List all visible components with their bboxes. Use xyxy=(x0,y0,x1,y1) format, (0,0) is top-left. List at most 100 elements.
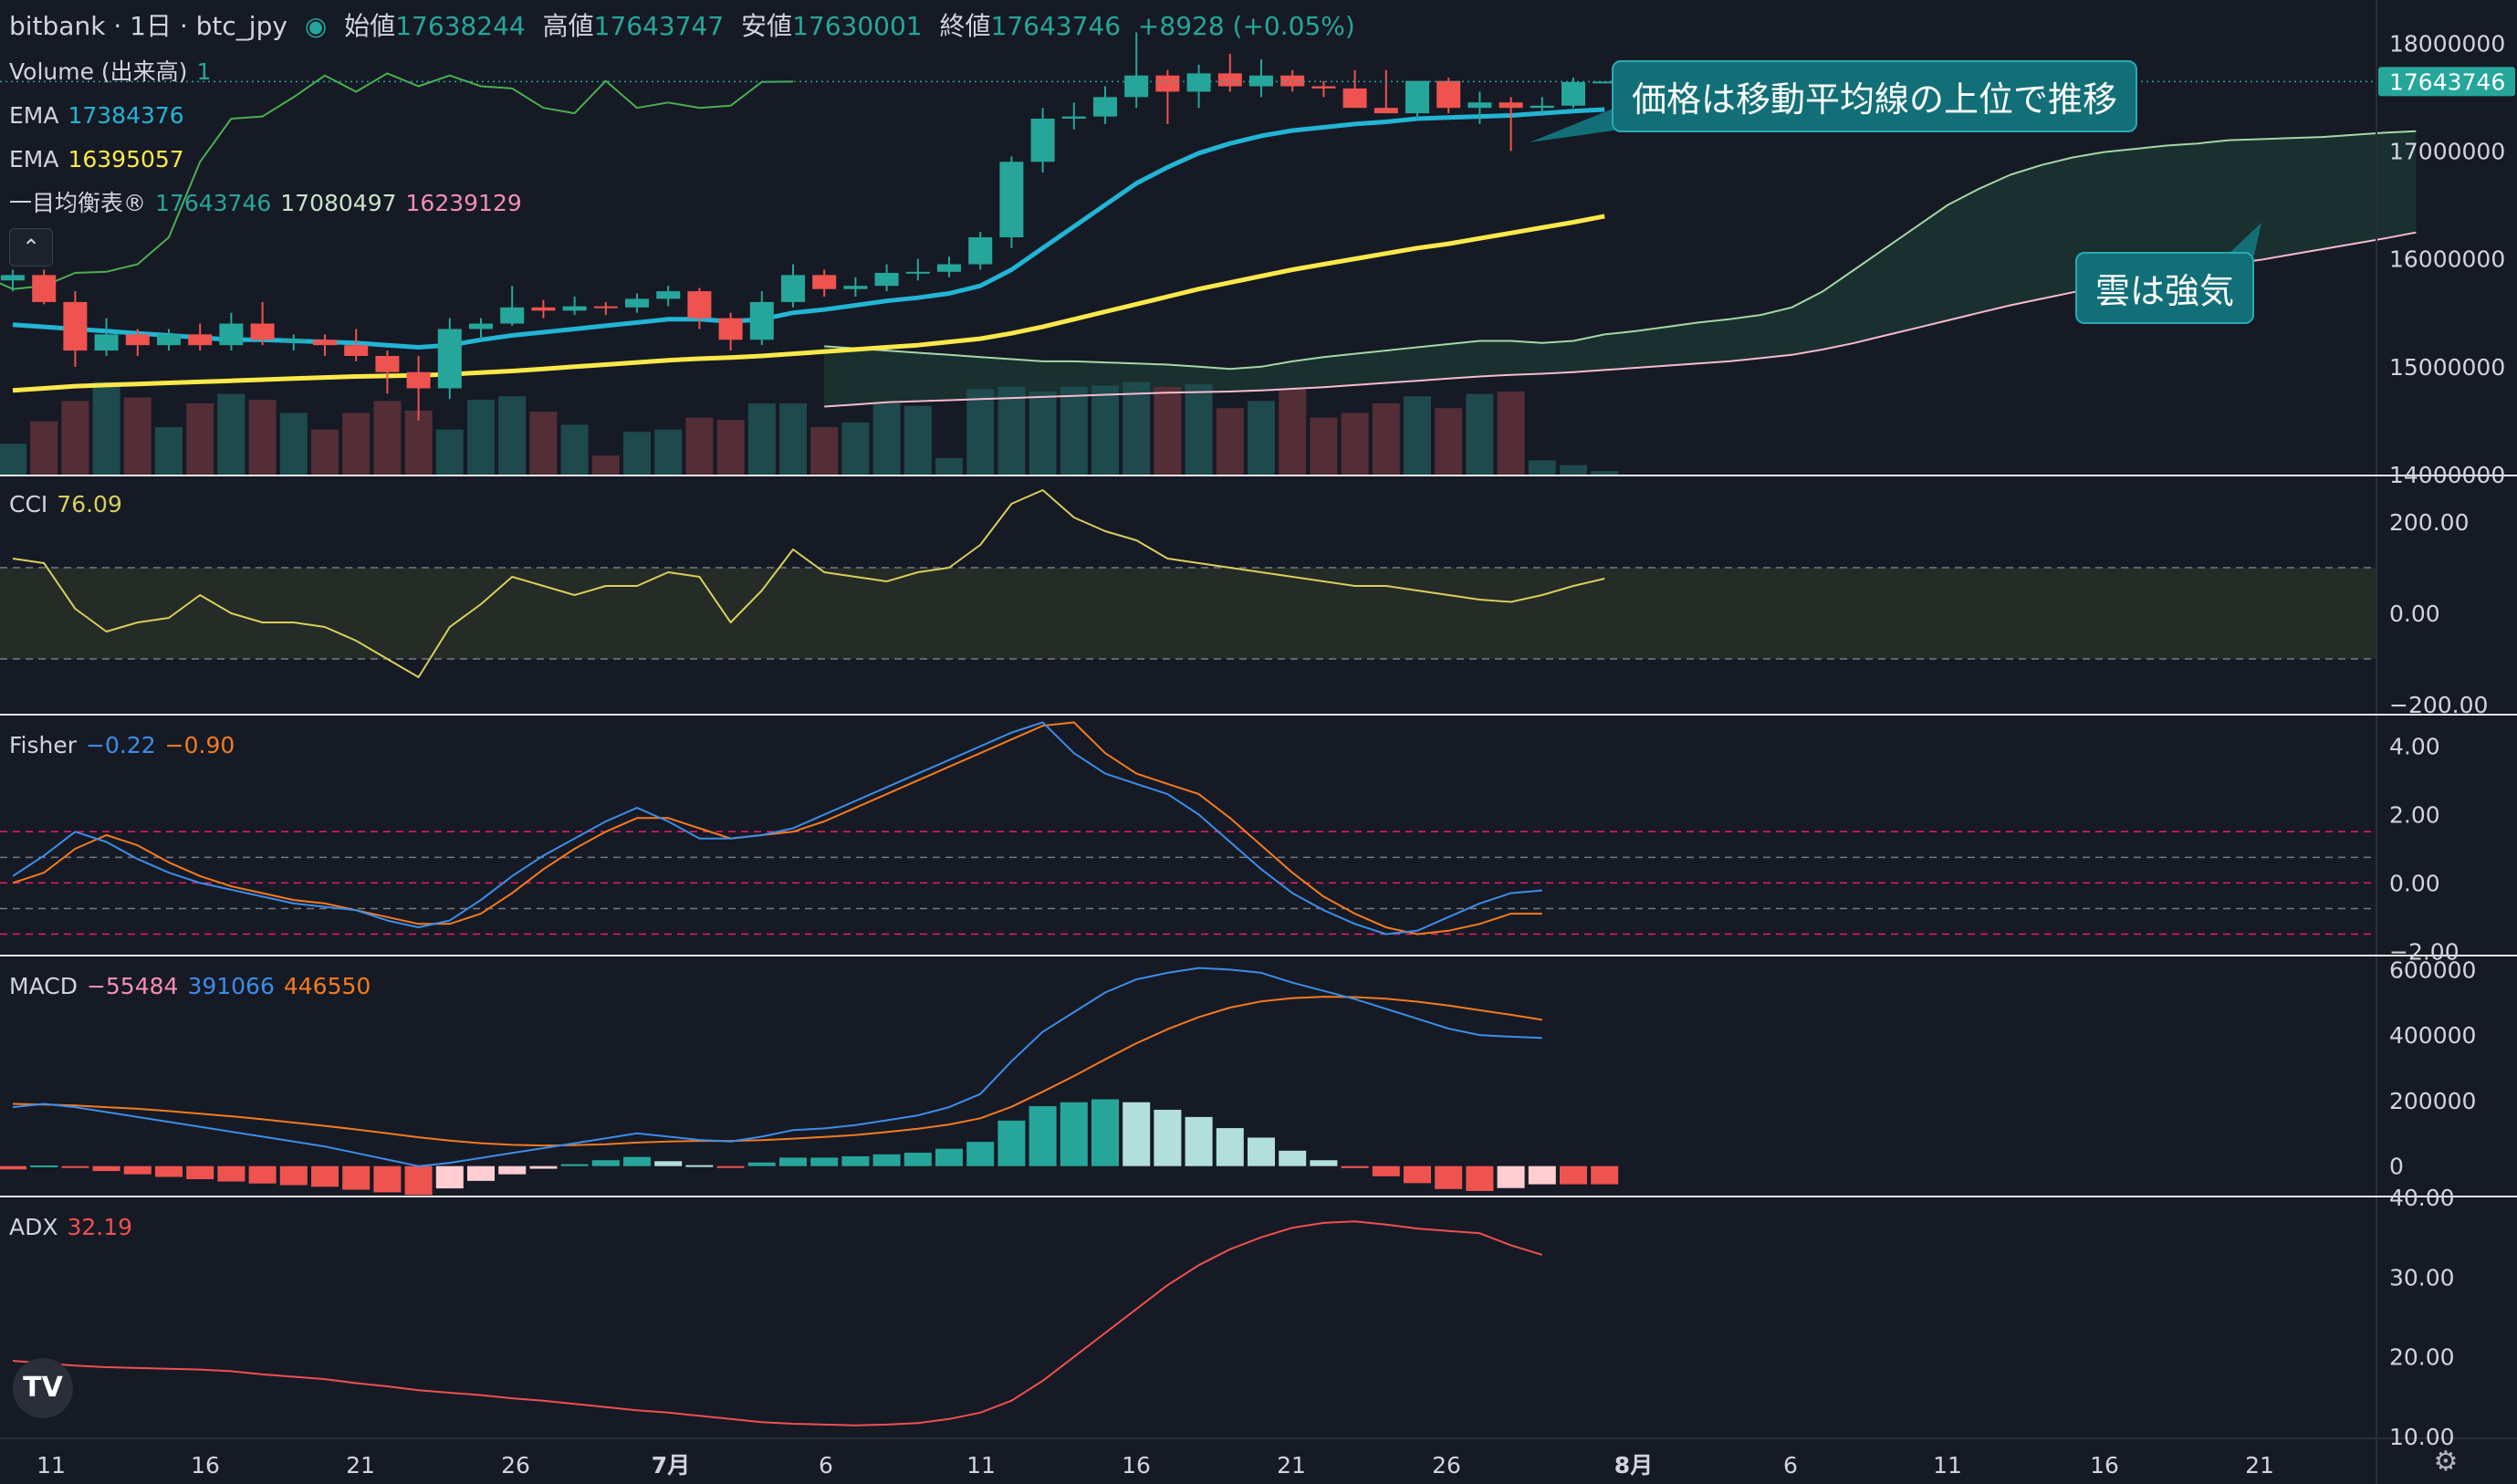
candle-body xyxy=(812,275,837,289)
symbol-title[interactable]: bitbank · 1日 · btc_jpy xyxy=(9,11,287,41)
fisher-tick-label: 2.00 xyxy=(2389,802,2440,829)
macd-histogram-bar xyxy=(1372,1165,1400,1176)
candle-body xyxy=(905,271,930,274)
volume-bar xyxy=(1091,385,1119,475)
volume-bar xyxy=(1216,408,1244,475)
macd-histogram-bar xyxy=(1497,1165,1525,1188)
time-tick-label: 21 xyxy=(2245,1452,2274,1479)
macd-histogram-bar xyxy=(1591,1165,1619,1185)
macd-histogram-bar xyxy=(1060,1102,1088,1166)
macd-tick-label: 200000 xyxy=(2389,1088,2476,1114)
macd-signal-line xyxy=(12,996,1542,1147)
candle-body xyxy=(125,334,150,346)
volume-bar xyxy=(560,424,589,475)
adx-value: 32.19 xyxy=(67,1214,133,1240)
volume-bar xyxy=(654,429,683,475)
volume-bar xyxy=(248,400,277,475)
volume-bar xyxy=(1123,381,1151,475)
ema1-label: EMA xyxy=(9,102,59,129)
ema2-legend[interactable]: EMA 16395057 xyxy=(9,146,193,173)
candle-body xyxy=(562,306,587,311)
collapse-legend-button[interactable]: ⌃ xyxy=(9,228,53,266)
ema1-value: 17384376 xyxy=(68,102,184,129)
macd-v3: 446550 xyxy=(283,973,371,999)
candle-body xyxy=(1061,116,1086,119)
macd-histogram-bar xyxy=(841,1155,870,1166)
volume-bar xyxy=(872,403,901,475)
last-price-text: 17643746 xyxy=(2389,68,2505,95)
macd-histogram-bar xyxy=(747,1162,776,1166)
annotation-callout-cloud[interactable]: 雲は強気 xyxy=(2075,252,2255,324)
volume-bar xyxy=(186,403,214,475)
macd-histogram-bar xyxy=(935,1148,963,1166)
macd-histogram-bar xyxy=(435,1165,464,1189)
tradingview-logo[interactable]: TV xyxy=(13,1358,73,1418)
macd-histogram-bar xyxy=(155,1165,183,1177)
volume-bar xyxy=(1029,392,1057,475)
volume-bar xyxy=(1310,417,1338,475)
candle-body xyxy=(781,275,805,302)
volume-legend[interactable]: Volume (出来高) 1 xyxy=(9,58,220,86)
macd-histogram-bar xyxy=(1560,1165,1587,1185)
volume-bar xyxy=(373,401,402,475)
ichimoku-cloud xyxy=(824,131,2417,407)
callout-pointer xyxy=(1530,108,1634,142)
live-dot: ◉ xyxy=(304,11,328,41)
macd-histogram-bar xyxy=(716,1165,745,1168)
ema-lines xyxy=(12,107,1605,393)
ichimoku-legend[interactable]: 一目均衡表® 17643746 17080497 16239129 xyxy=(9,190,531,217)
ema1-legend[interactable]: EMA 17384376 xyxy=(9,102,193,130)
time-tick-label: 11 xyxy=(37,1452,66,1479)
fisher-legend[interactable]: Fisher −0.22 −0.90 xyxy=(9,732,244,759)
macd-histogram-bar xyxy=(1091,1099,1119,1166)
close-value: 17643746 xyxy=(990,11,1122,41)
fisher-v1: −0.22 xyxy=(86,732,156,758)
volume-bar xyxy=(61,401,89,475)
cci-line xyxy=(12,489,1605,678)
macd-histogram-bar xyxy=(467,1165,495,1181)
time-tick-label: 21 xyxy=(346,1452,375,1479)
fisher-tick-label: 4.00 xyxy=(2389,734,2440,760)
macd-histogram-bar xyxy=(1248,1137,1275,1166)
settings-gear-icon[interactable]: ⚙ xyxy=(2433,1446,2459,1478)
volume-bar xyxy=(1404,396,1431,475)
candle-body xyxy=(1405,80,1429,114)
macd-histogram-bar xyxy=(92,1165,120,1172)
price-tick-label: 17000000 xyxy=(2389,138,2505,164)
change-value: +8928 (+0.05%) xyxy=(1137,11,1355,41)
time-tick-label: 16 xyxy=(2090,1452,2119,1479)
candle-body xyxy=(1373,108,1398,114)
macd-histogram-bar xyxy=(1528,1165,1556,1185)
ema2-label: EMA xyxy=(9,146,59,172)
candle-body xyxy=(593,306,618,308)
volume-bar xyxy=(935,457,963,475)
fisher-line xyxy=(12,721,1542,935)
macd-legend[interactable]: MACD −55484 391066 446550 xyxy=(9,973,380,1000)
volume-bar xyxy=(997,386,1026,475)
candle-body xyxy=(1530,105,1554,109)
adx-legend[interactable]: ADX 32.19 xyxy=(9,1214,141,1241)
macd-histogram-bar xyxy=(186,1165,214,1180)
volume-bar xyxy=(966,389,995,475)
ichimoku-v1: 17643746 xyxy=(155,190,272,216)
ema-slow-line xyxy=(12,214,1605,393)
time-tick-label: 11 xyxy=(1933,1452,1962,1479)
candle-body xyxy=(1467,102,1492,109)
candle-body xyxy=(718,318,743,340)
oscillators xyxy=(0,489,2376,1427)
candle-body xyxy=(1155,75,1180,92)
adx-tick-label: 30.00 xyxy=(2389,1264,2455,1291)
annotation-callout-ma[interactable]: 価格は移動平均線の上位で推移 xyxy=(1612,60,2138,132)
volume-bar xyxy=(903,405,932,475)
volume-bar xyxy=(1466,393,1494,475)
candle-body xyxy=(1217,73,1242,87)
volume-bar xyxy=(92,381,120,475)
cci-legend[interactable]: CCI 76.09 xyxy=(9,491,131,518)
macd-histogram-bar xyxy=(591,1160,620,1166)
macd-histogram-bar xyxy=(1123,1102,1151,1166)
volume-bar xyxy=(591,455,620,475)
macd-histogram-bar xyxy=(654,1161,683,1166)
macd-histogram-bar xyxy=(1404,1165,1431,1184)
fisher-tick-label: −2.00 xyxy=(2389,938,2460,965)
